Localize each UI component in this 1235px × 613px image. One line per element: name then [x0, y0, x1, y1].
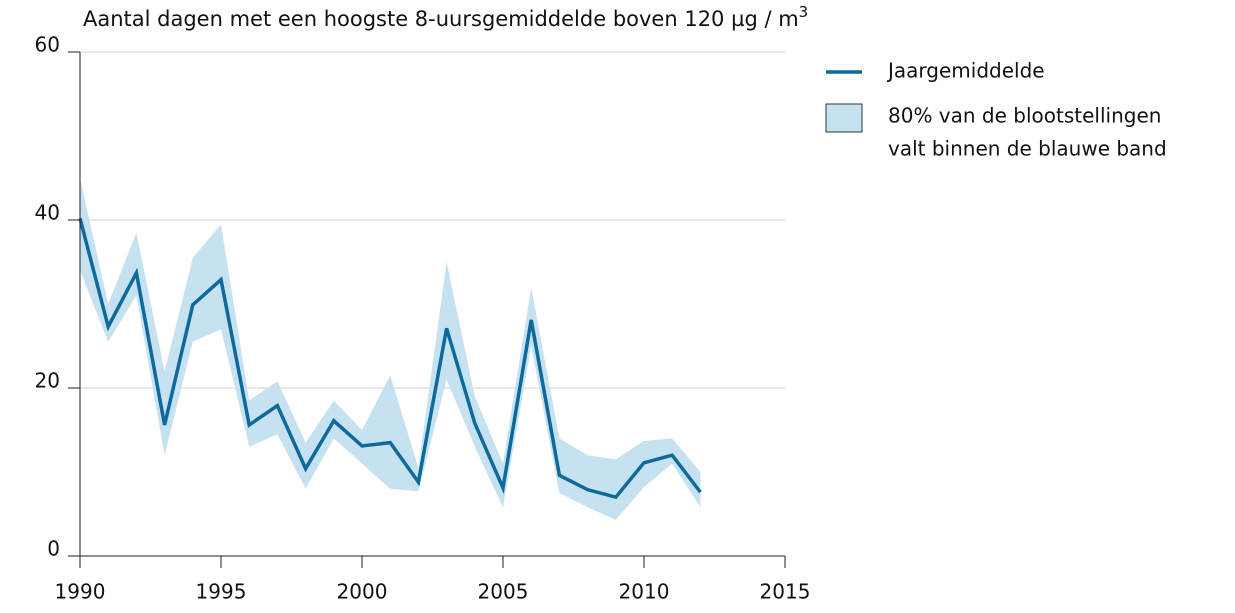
legend-swatch: [825, 103, 863, 133]
legend-label: 80% van de blootstellingen: [888, 104, 1161, 128]
x-tick-label: 2000: [337, 580, 388, 604]
legend-label: Jaargemiddelde: [886, 59, 1045, 83]
x-tick-label: 1995: [196, 580, 247, 604]
band-area: [80, 178, 701, 520]
y-tick-label: 60: [35, 33, 60, 57]
chart-title: Aantal dagen met een hoogste 8-uursgemid…: [83, 3, 808, 32]
legend-label: valt binnen de blauwe band: [888, 137, 1167, 161]
title-superscript: 3: [799, 3, 809, 21]
y-tick-label: 0: [47, 537, 60, 561]
series-line: [78, 217, 702, 500]
y-tick-label: 20: [35, 369, 60, 393]
x-tick-label: 2005: [478, 580, 529, 604]
title-text: Aantal dagen met een hoogste 8-uursgemid…: [83, 7, 799, 31]
y-tick-label: 40: [35, 201, 60, 225]
x-tick-label: 1990: [55, 580, 106, 604]
x-tick-label: 2015: [760, 580, 811, 604]
x-tick-label: 2010: [619, 580, 670, 604]
